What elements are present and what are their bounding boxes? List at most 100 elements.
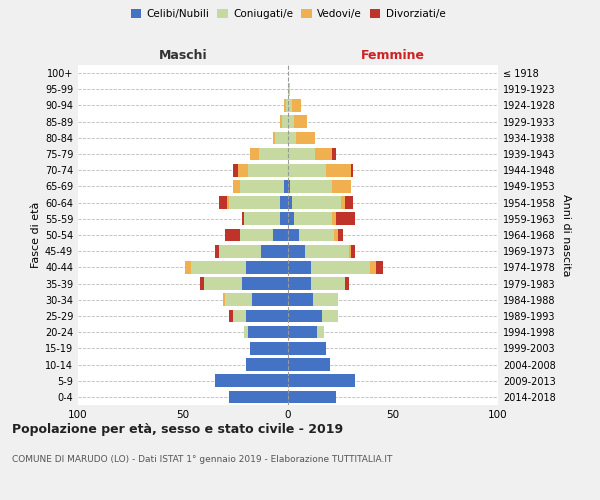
Bar bbox=[288, 342, 326, 354]
Bar bbox=[233, 164, 288, 176]
Bar bbox=[191, 261, 288, 274]
Bar bbox=[288, 245, 305, 258]
Bar bbox=[288, 342, 326, 354]
Bar bbox=[288, 83, 290, 96]
Bar bbox=[288, 358, 330, 371]
Bar bbox=[288, 228, 299, 241]
Bar bbox=[288, 164, 351, 176]
Bar bbox=[288, 212, 337, 225]
Bar bbox=[288, 245, 351, 258]
Bar bbox=[288, 278, 345, 290]
Bar bbox=[288, 326, 317, 338]
Bar bbox=[246, 261, 288, 274]
Bar bbox=[215, 245, 288, 258]
Bar bbox=[250, 342, 288, 354]
Bar bbox=[229, 390, 288, 403]
Bar bbox=[215, 374, 288, 387]
Bar bbox=[288, 196, 345, 209]
Bar bbox=[233, 310, 288, 322]
Bar bbox=[288, 228, 338, 241]
Bar bbox=[274, 132, 288, 144]
Bar bbox=[288, 148, 316, 160]
Bar bbox=[288, 261, 311, 274]
Bar bbox=[288, 358, 330, 371]
Bar bbox=[229, 310, 288, 322]
Bar bbox=[250, 148, 288, 160]
Bar bbox=[288, 180, 290, 192]
Bar bbox=[215, 374, 288, 387]
Bar bbox=[240, 180, 288, 192]
Bar bbox=[225, 228, 288, 241]
Bar bbox=[223, 294, 288, 306]
Bar bbox=[288, 132, 316, 144]
Bar bbox=[288, 148, 337, 160]
Bar bbox=[242, 212, 288, 225]
Bar bbox=[233, 180, 288, 192]
Bar bbox=[288, 99, 301, 112]
Bar bbox=[288, 374, 355, 387]
Bar bbox=[288, 310, 338, 322]
Bar bbox=[215, 374, 288, 387]
Bar bbox=[280, 116, 288, 128]
Bar bbox=[225, 294, 288, 306]
Bar bbox=[288, 83, 290, 96]
Bar bbox=[288, 148, 332, 160]
Bar bbox=[246, 358, 288, 371]
Bar bbox=[246, 358, 288, 371]
Bar bbox=[250, 342, 288, 354]
Bar bbox=[288, 261, 376, 274]
Bar bbox=[280, 212, 288, 225]
Bar bbox=[288, 294, 338, 306]
Bar bbox=[280, 196, 288, 209]
Bar bbox=[229, 390, 288, 403]
Bar bbox=[288, 212, 332, 225]
Bar bbox=[288, 294, 313, 306]
Bar bbox=[218, 245, 288, 258]
Bar bbox=[288, 342, 326, 354]
Bar bbox=[288, 278, 349, 290]
Bar bbox=[274, 228, 288, 241]
Bar bbox=[275, 132, 288, 144]
Bar bbox=[288, 245, 349, 258]
Legend: Celibi/Nubili, Coniugati/e, Vedovi/e, Divorziati/e: Celibi/Nubili, Coniugati/e, Vedovi/e, Di… bbox=[127, 5, 449, 24]
Bar bbox=[233, 180, 288, 192]
Bar bbox=[288, 390, 337, 403]
Text: Femmine: Femmine bbox=[361, 50, 425, 62]
Bar bbox=[288, 180, 351, 192]
Bar bbox=[288, 278, 345, 290]
Bar bbox=[227, 196, 288, 209]
Text: Maschi: Maschi bbox=[158, 50, 208, 62]
Bar bbox=[244, 326, 288, 338]
Bar bbox=[288, 326, 324, 338]
Bar bbox=[218, 196, 288, 209]
Text: COMUNE DI MARUDO (LO) - Dati ISTAT 1° gennaio 2019 - Elaborazione TUTTITALIA.IT: COMUNE DI MARUDO (LO) - Dati ISTAT 1° ge… bbox=[12, 455, 392, 464]
Y-axis label: Fasce di età: Fasce di età bbox=[31, 202, 41, 268]
Bar bbox=[288, 261, 383, 274]
Bar bbox=[288, 180, 332, 192]
Y-axis label: Anni di nascita: Anni di nascita bbox=[561, 194, 571, 276]
Bar bbox=[274, 132, 288, 144]
Bar bbox=[233, 310, 288, 322]
Bar bbox=[248, 164, 288, 176]
Bar bbox=[288, 212, 295, 225]
Bar bbox=[246, 310, 288, 322]
Bar bbox=[288, 278, 311, 290]
Bar bbox=[288, 261, 370, 274]
Bar bbox=[286, 99, 288, 112]
Bar bbox=[223, 294, 288, 306]
Bar bbox=[244, 212, 288, 225]
Bar bbox=[288, 310, 338, 322]
Bar bbox=[246, 358, 288, 371]
Bar bbox=[288, 164, 326, 176]
Bar bbox=[229, 196, 288, 209]
Bar bbox=[200, 278, 288, 290]
Bar bbox=[244, 326, 288, 338]
Bar bbox=[288, 228, 334, 241]
Bar bbox=[288, 132, 296, 144]
Bar bbox=[284, 99, 288, 112]
Bar bbox=[288, 358, 330, 371]
Bar bbox=[259, 148, 288, 160]
Bar bbox=[288, 310, 338, 322]
Bar bbox=[248, 326, 288, 338]
Bar bbox=[288, 164, 353, 176]
